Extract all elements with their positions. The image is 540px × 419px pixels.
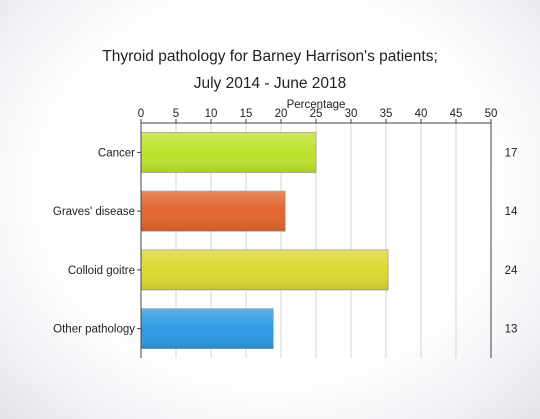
value-label: 17 (505, 147, 518, 159)
x-tick-label: 0 (138, 108, 144, 120)
bar-shading (141, 191, 286, 232)
x-axis-title: Percentage (287, 99, 346, 111)
x-tick-label: 15 (240, 108, 253, 120)
x-tick-label: 10 (205, 108, 218, 120)
chart-subtitle: July 2014 - June 2018 (193, 75, 347, 92)
value-label: 13 (505, 324, 518, 336)
bar-shading (141, 249, 389, 290)
x-tick-label: 25 (310, 108, 323, 120)
value-label: 24 (505, 265, 518, 277)
x-tick-label: 45 (450, 108, 463, 120)
bar-shading (141, 308, 274, 349)
bar-shading (141, 132, 316, 173)
x-tick-label: 30 (345, 108, 358, 120)
x-tick-label: 5 (173, 108, 179, 120)
category-label: Cancer (98, 147, 135, 159)
x-tick-label: 20 (275, 108, 288, 120)
x-tick-label: 50 (485, 108, 498, 120)
value-label: 14 (505, 206, 518, 218)
category-label: Other pathology (53, 324, 135, 336)
x-tick-label: 40 (415, 108, 428, 120)
chart-title: Thyroid pathology for Barney Harrison's … (102, 48, 438, 65)
category-label: Graves' disease (53, 206, 135, 218)
x-tick-label: 35 (380, 108, 393, 120)
category-label: Colloid goitre (68, 265, 135, 277)
